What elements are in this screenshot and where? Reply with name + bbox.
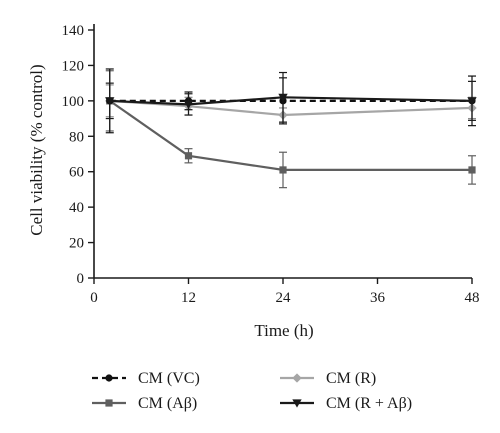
x-tick-label: 0 <box>90 290 98 306</box>
series-line <box>109 99 472 171</box>
legend-item: CM (R) <box>280 370 376 387</box>
data-point <box>105 97 115 106</box>
plot-area <box>105 68 477 189</box>
axes: 0 20 40 60 80 100 120 140 0 12 24 36 48 <box>62 23 480 306</box>
y-tick-label: 20 <box>69 236 84 252</box>
legend-label: CM (VC) <box>138 370 200 387</box>
data-point <box>467 97 477 106</box>
legend-marker <box>105 399 113 407</box>
legend-marker <box>292 399 302 408</box>
x-tick-label: 24 <box>276 290 292 306</box>
y-tick-label: 120 <box>62 58 85 74</box>
x-tick-label: 12 <box>181 290 196 306</box>
legend-item: CM (VC) <box>92 370 200 387</box>
series-2 <box>105 70 476 189</box>
legend: CM (VC) CM (R) CM (Aβ) CM (R + Aβ) <box>92 370 412 412</box>
series-3 <box>105 71 477 123</box>
legend-marker <box>292 373 302 383</box>
data-point <box>184 152 193 160</box>
x-tick-label: 36 <box>370 290 386 306</box>
data-point <box>279 166 287 174</box>
legend-item: CM (R + Aβ) <box>280 395 412 412</box>
data-point <box>468 166 476 174</box>
y-tick-label: 0 <box>77 271 85 287</box>
legend-marker <box>105 374 113 382</box>
x-tick-label: 48 <box>465 290 480 306</box>
legend-label: CM (R) <box>326 370 376 387</box>
y-tick-label: 40 <box>69 200 84 216</box>
x-axis-title: Time (h) <box>254 321 313 340</box>
y-tick-label: 140 <box>62 23 85 39</box>
y-tick-label: 100 <box>62 94 85 110</box>
y-axis-title: Cell viability (% control) <box>27 64 46 235</box>
series-line <box>109 96 473 106</box>
legend-label: CM (R + Aβ) <box>326 395 412 412</box>
data-point <box>183 100 194 110</box>
legend-label: CM (Aβ) <box>138 395 197 412</box>
legend-item: CM (Aβ) <box>92 395 197 412</box>
data-point <box>278 93 288 102</box>
y-tick-label: 60 <box>69 165 84 181</box>
y-tick-label: 80 <box>69 129 84 145</box>
